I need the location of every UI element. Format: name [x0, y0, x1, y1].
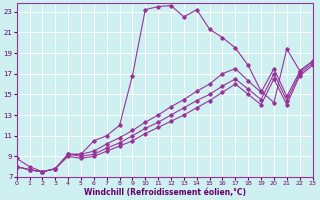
- X-axis label: Windchill (Refroidissement éolien,°C): Windchill (Refroidissement éolien,°C): [84, 188, 245, 197]
